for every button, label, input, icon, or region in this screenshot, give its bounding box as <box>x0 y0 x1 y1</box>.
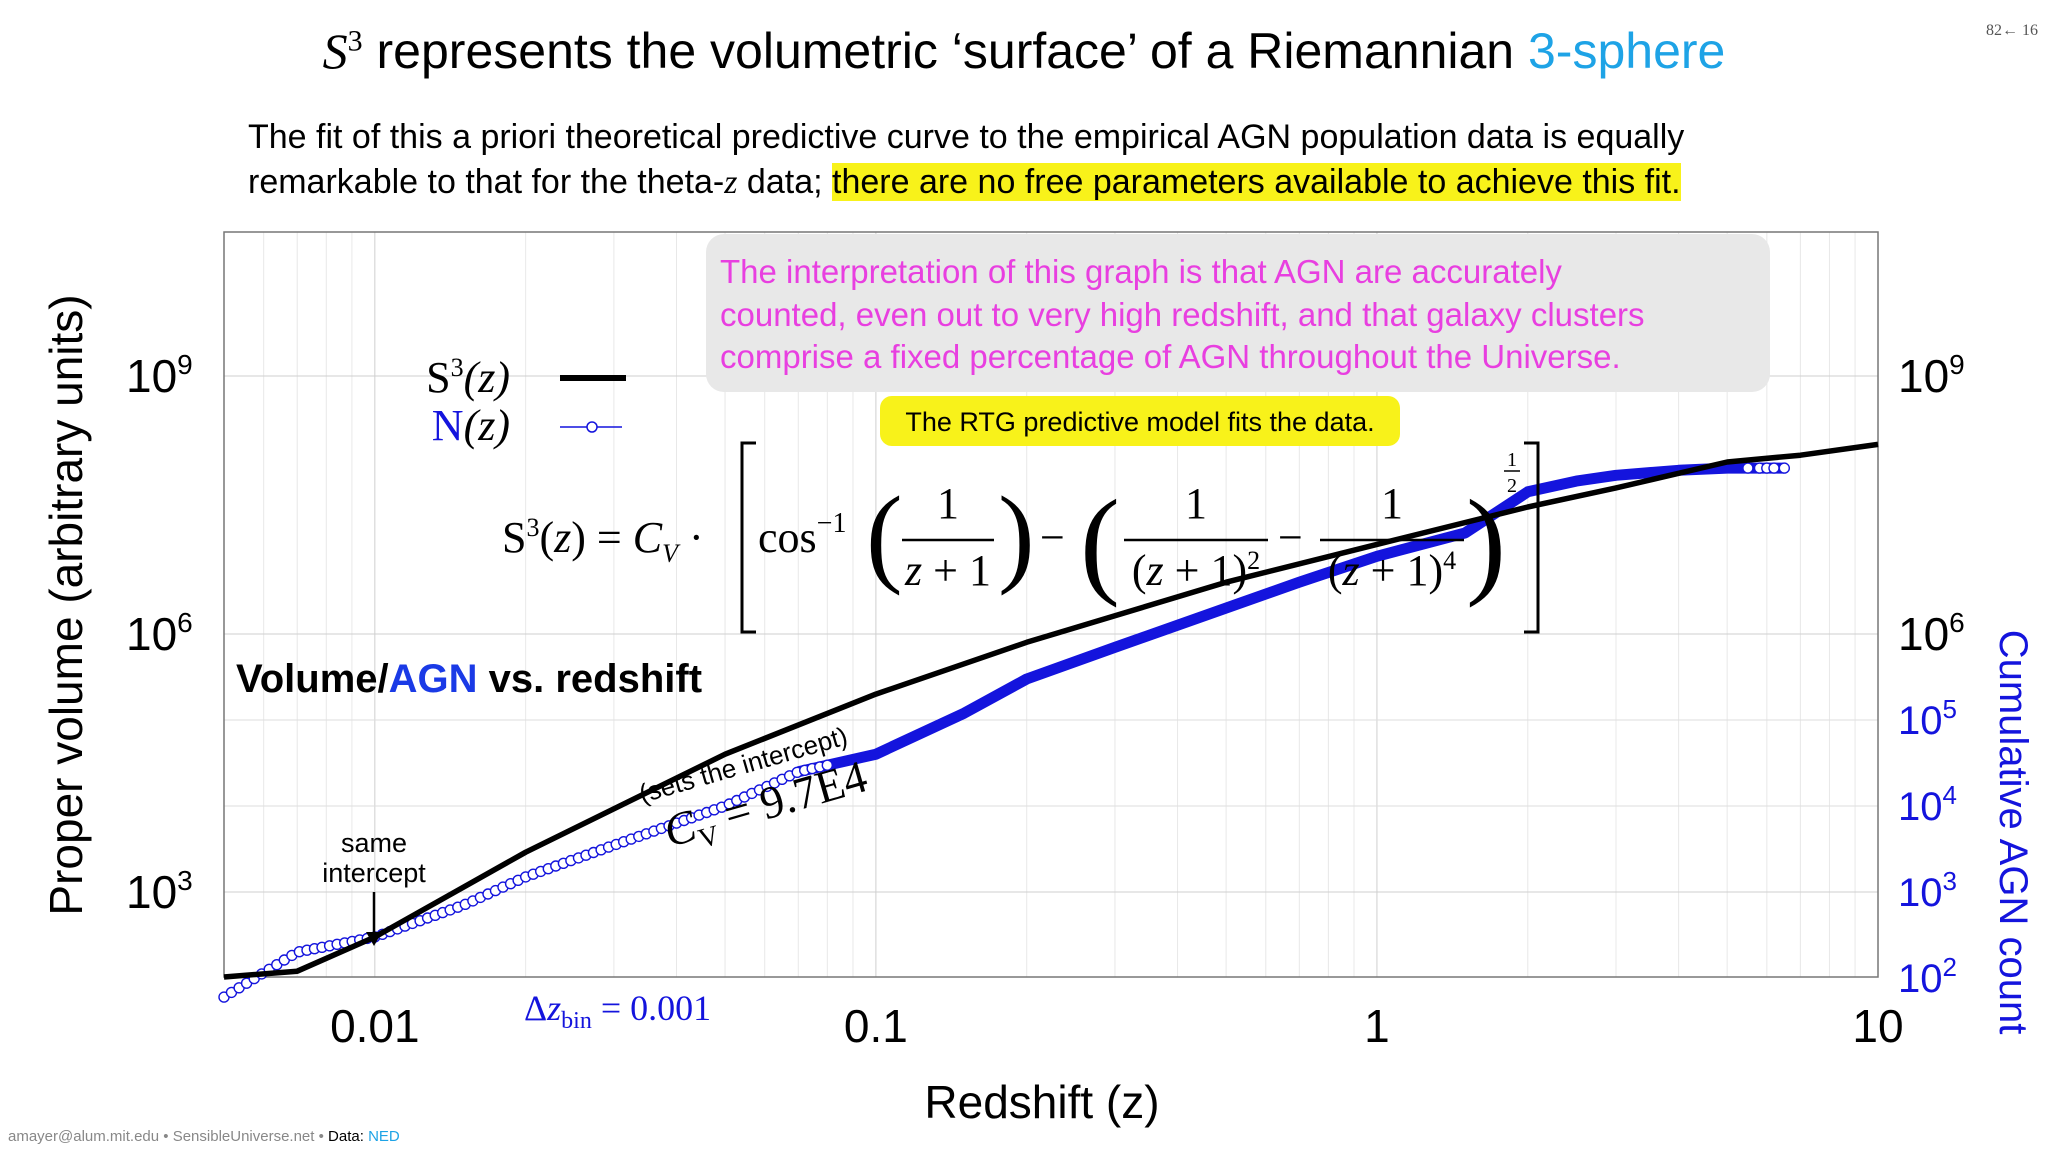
series-layer <box>218 441 1879 1003</box>
formula: S3(z) = CV · cos−1 ( 1 z + 1 ) − ( 1 (z … <box>502 441 1540 634</box>
y-tick-label-left: 106 <box>126 607 193 660</box>
x-tick-label: 1 <box>1364 1000 1390 1052</box>
footer: amayer@alum.mit.edu • SensibleUniverse.n… <box>8 1128 400 1145</box>
plot-frame <box>223 231 1879 978</box>
formula-lhs: S3(z) = CV · <box>502 513 704 568</box>
formula-frac3-num: 1 <box>1381 479 1403 528</box>
rtg-note-text: The RTG predictive model fits the data. <box>905 407 1374 437</box>
x-tick-label: 10 <box>1852 1000 1903 1052</box>
y-tick-label-right: 106 <box>1898 607 1965 660</box>
chart-title-part-2: AGN <box>389 657 478 701</box>
intercept-note-2: intercept <box>322 858 426 888</box>
dz-bin-label: Δzbin = 0.001 <box>524 988 711 1034</box>
formula-bracket-right <box>1524 441 1540 634</box>
interpretation-bg <box>706 234 1770 392</box>
y-tick-label-right-blue: 105 <box>1898 694 1957 743</box>
chart-title-part-3: vs. redshift <box>478 657 703 701</box>
formula-minus-2: − <box>1278 513 1303 562</box>
title-s3: S3 <box>322 23 363 79</box>
y-tick-label-right-blue: 102 <box>1898 952 1957 1001</box>
series-n-point <box>1742 462 1754 474</box>
x-tick-label: 0.01 <box>330 1000 420 1052</box>
slide-number: 82← 16 <box>1986 22 2038 39</box>
formula-bracket-left <box>740 441 756 634</box>
series-n-point <box>1768 462 1780 474</box>
formula-paren-close-1: ) <box>998 474 1035 596</box>
chart-title-part-1: Volume/ <box>236 657 389 701</box>
tick-layer: 0.01 0.1 1 10 103 106 109 106 109 102 103 104 105 <box>126 349 1965 1052</box>
intercept-annotation: same intercept <box>322 828 426 946</box>
formula-cos: cos−1 <box>758 508 846 562</box>
chart-title: Volume/AGN vs. redshift <box>236 657 702 701</box>
series-n-band <box>797 462 1785 778</box>
rtg-note: The RTG predictive model fits the data. <box>880 396 1400 446</box>
formula-frac2-num: 1 <box>1185 479 1207 528</box>
formula-frac1-den: z + 1 <box>904 546 991 595</box>
y-tick-label-right-blue: 104 <box>1898 780 1957 829</box>
subtitle-text-a: The fit of this a priori theoretical pre… <box>248 118 1685 201</box>
footer-data-label: Data: <box>328 1128 369 1145</box>
y-tick-label-left: 103 <box>126 865 193 918</box>
formula-paren-open-1: ( <box>866 474 903 596</box>
subtitle-z: z <box>724 164 738 201</box>
formula-paren-close-2: ) <box>1466 475 1506 608</box>
formula-exp-num: 1 <box>1507 449 1517 471</box>
subtitle-highlight: there are no free parameters available t… <box>832 163 1681 201</box>
subtitle: The fit of this a priori theoretical pre… <box>248 115 1848 205</box>
x-tick-label: 0.1 <box>844 1000 908 1052</box>
interpretation-box: The interpretation of this graph is that… <box>706 234 1770 392</box>
interpretation-line-2: counted, even out to very high redshift,… <box>720 296 1645 333</box>
intercept-arrow-head <box>366 932 382 946</box>
rtg-note-bg <box>880 396 1400 446</box>
intercept-note-1: same <box>341 828 407 858</box>
subtitle-text-b: data; <box>737 163 832 201</box>
footer-contact: amayer@alum.mit.edu • SensibleUniverse.n… <box>8 1128 329 1145</box>
footer-data-link[interactable]: NED <box>368 1128 400 1145</box>
interpretation-line-1: The interpretation of this graph is that… <box>720 253 1562 290</box>
interpretation-text: The interpretation of this graph is that… <box>720 253 1654 375</box>
interpretation-line-3: comprise a fixed percentage of AGN throu… <box>720 338 1621 375</box>
x-axis-label: Redshift (z) <box>924 1076 1159 1128</box>
series-s3-line <box>223 441 1879 980</box>
title-accent: 3-sphere <box>1528 23 1726 79</box>
formula-frac2-den: (z + 1)2 <box>1132 546 1260 595</box>
formula-frac1-num: 1 <box>937 479 959 528</box>
y-tick-label-left: 109 <box>126 349 193 402</box>
y-tick-label-right: 109 <box>1898 349 1965 402</box>
formula-exp-den: 2 <box>1507 475 1517 497</box>
y-tick-label-right-blue: 103 <box>1898 866 1957 915</box>
formula-frac3-den: (z + 1)4 <box>1328 546 1456 595</box>
title-main: represents the volumetric ‘surface’ of a… <box>362 23 1528 79</box>
y-axis-label-left: Proper volume (arbitrary units) <box>40 294 92 915</box>
legend-marker-n <box>586 421 598 433</box>
slide-title: S3 represents the volumetric ‘surface’ o… <box>0 22 2048 80</box>
formula-minus: − <box>1040 513 1065 562</box>
legend-label-s3: S3(z) <box>426 353 510 402</box>
series-n-point <box>821 759 833 771</box>
series-n-point <box>1778 462 1791 474</box>
y-axis-label-right: Cumulative AGN count <box>1991 630 2035 1035</box>
formula-paren-open-2: ( <box>1080 475 1120 608</box>
legend: S3(z) N(z) <box>426 353 626 450</box>
legend-label-n: N(z) <box>432 401 510 450</box>
x-axis-label-text: Redshift (z) <box>924 1076 1159 1128</box>
